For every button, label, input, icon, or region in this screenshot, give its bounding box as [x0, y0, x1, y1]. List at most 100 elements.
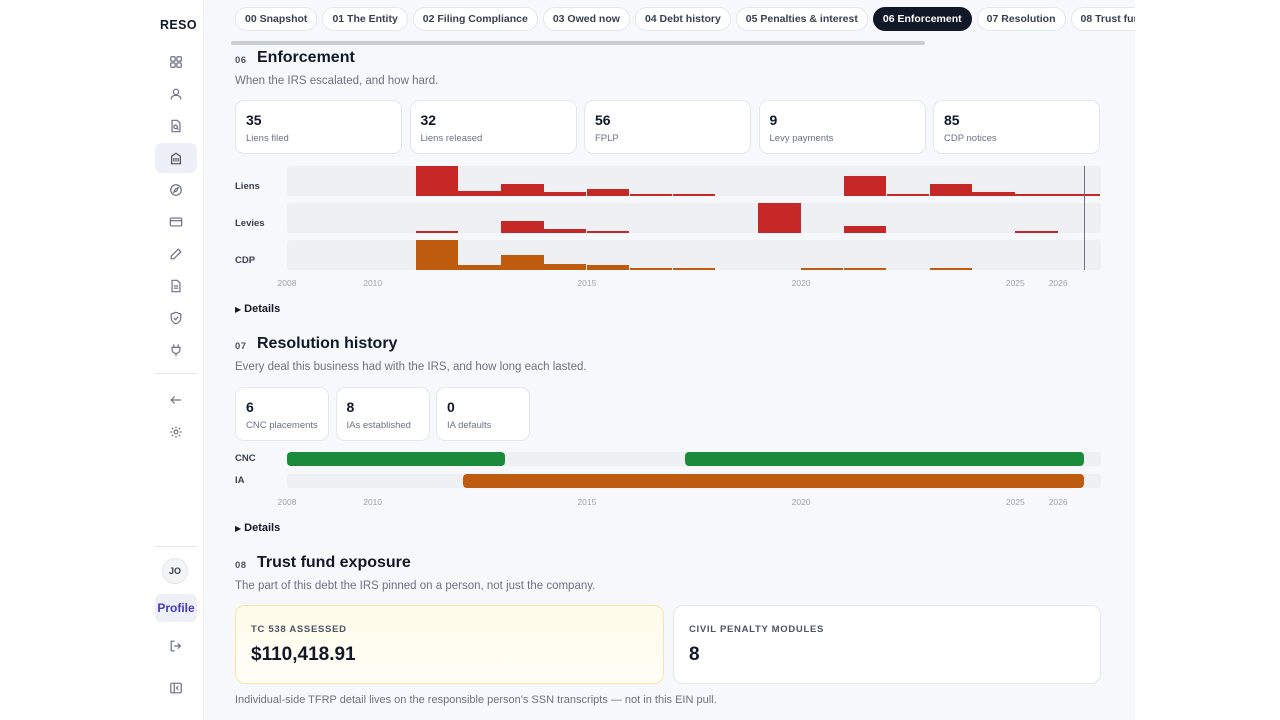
- stat-label: FPLP: [595, 133, 619, 144]
- document-search-icon[interactable]: [155, 111, 197, 141]
- x-tick-label: 2010: [363, 278, 383, 288]
- stat-label: CNC placements: [246, 420, 318, 431]
- resolution-details-toggle[interactable]: ▶ Details: [235, 522, 280, 534]
- bar-liens[interactable]: [415, 166, 458, 196]
- stat-value: 32: [420, 112, 437, 128]
- span-cnc[interactable]: [287, 452, 506, 466]
- bar-cdp[interactable]: [501, 255, 544, 270]
- bar-levies[interactable]: [501, 220, 544, 233]
- bar-cdp[interactable]: [415, 240, 458, 270]
- section-title-trust-fund: Trust fund exposure: [257, 554, 411, 571]
- tab-07-resolution[interactable]: 07 Resolution: [976, 7, 1066, 31]
- tab-06-enforcement[interactable]: 06 Enforcement: [872, 7, 972, 31]
- stat-value: 0: [447, 399, 455, 415]
- pencil-icon[interactable]: [155, 239, 197, 269]
- enforcement-details-toggle[interactable]: ▶ Details: [235, 303, 280, 315]
- bar-cdp[interactable]: [672, 267, 715, 270]
- bar-cdp[interactable]: [929, 267, 972, 270]
- stat-value: 8: [346, 399, 355, 415]
- bar-liens[interactable]: [1015, 193, 1058, 196]
- span-ia[interactable]: [462, 474, 1084, 488]
- bar-levies[interactable]: [1015, 230, 1058, 233]
- x-tick-label: 2026: [1048, 278, 1068, 288]
- stat-card: 32 Liens released: [409, 100, 577, 154]
- footnote: Individual-side TFRP detail lives on the…: [235, 694, 717, 706]
- card-icon[interactable]: [155, 207, 197, 237]
- logout-icon[interactable]: [155, 631, 197, 661]
- shield-icon[interactable]: [155, 303, 197, 333]
- dashboard-icon[interactable]: [155, 47, 197, 77]
- stat-card: 85 CDP notices: [933, 100, 1100, 154]
- sidebar-collapse-icon[interactable]: [155, 673, 197, 703]
- bar-liens[interactable]: [843, 176, 887, 196]
- bar-liens[interactable]: [586, 188, 630, 196]
- card-label: CIVIL PENALTY MODULES: [689, 624, 825, 635]
- bar-levies[interactable]: [758, 203, 801, 233]
- bar-liens[interactable]: [629, 193, 673, 196]
- bar-liens[interactable]: [458, 191, 501, 196]
- x-tick-label: 2008: [277, 278, 297, 288]
- bar-cdp[interactable]: [458, 265, 501, 270]
- bar-levies[interactable]: [415, 230, 458, 233]
- card-value: 8: [689, 644, 700, 665]
- x-tick-label: 2020: [791, 497, 811, 507]
- bar-liens[interactable]: [672, 193, 715, 196]
- tab-05-penalties-interest[interactable]: 05 Penalties & interest: [735, 7, 868, 31]
- tab-03-owed-now[interactable]: 03 Owed now: [542, 7, 630, 31]
- bar-cdp[interactable]: [586, 265, 630, 270]
- bar-levies[interactable]: [843, 225, 887, 233]
- tab-00-snapshot[interactable]: 00 Snapshot: [235, 7, 318, 31]
- brand-logo: RESO: [160, 18, 198, 32]
- bar-levies[interactable]: [586, 230, 630, 233]
- bar-cdp[interactable]: [544, 263, 587, 270]
- tc538-card: TC 538 ASSESSED $110,418.91: [235, 605, 664, 684]
- tab-08-trust-fund[interactable]: 08 Trust fund: [1070, 7, 1135, 31]
- bar-cdp[interactable]: [629, 267, 673, 270]
- bar-levies[interactable]: [544, 229, 587, 233]
- stat-label: Liens filed: [246, 133, 289, 144]
- bar-liens[interactable]: [886, 193, 930, 196]
- bar-liens[interactable]: [501, 183, 544, 196]
- main-content: 00 Snapshot 01 The Entity 02 Filing Compli…: [205, 0, 1135, 720]
- tab-02-filing-compliance[interactable]: 02 Filing Compliance: [412, 7, 538, 31]
- plug-icon[interactable]: [155, 335, 197, 365]
- row-label-cdp: CDP: [235, 255, 256, 266]
- profile-button[interactable]: Profile: [155, 594, 197, 622]
- avatar[interactable]: JO: [162, 558, 188, 584]
- x-tick-label: 2015: [577, 497, 597, 507]
- file-icon[interactable]: [155, 271, 197, 301]
- tab-04-debt-history[interactable]: 04 Debt history: [634, 7, 731, 31]
- stat-card: 35 Liens filed: [235, 100, 402, 154]
- stat-card: 56 FPLP: [584, 100, 751, 154]
- bar-liens[interactable]: [929, 183, 972, 196]
- bar-liens[interactable]: [544, 192, 587, 196]
- section-title-resolution: Resolution history: [257, 335, 398, 352]
- x-tick-label: 2025: [1005, 497, 1025, 507]
- user-icon[interactable]: [155, 79, 197, 109]
- section-number: 06: [235, 55, 247, 66]
- triangle-right-icon: ▶: [235, 524, 242, 533]
- section-subtitle: When the IRS escalated, and how hard.: [235, 75, 439, 87]
- gear-icon[interactable]: [155, 417, 197, 447]
- bar-cdp[interactable]: [801, 267, 844, 270]
- compass-icon[interactable]: [155, 175, 197, 205]
- card-label: TC 538 ASSESSED: [251, 624, 347, 635]
- bar-cdp[interactable]: [843, 267, 887, 270]
- details-label: Details: [244, 303, 281, 315]
- right-gutter: [1135, 0, 1280, 720]
- x-tick-label: 2010: [363, 497, 383, 507]
- stat-label: IAs established: [346, 420, 411, 431]
- building-icon[interactable]: [155, 143, 197, 173]
- x-tick-label: 2015: [577, 278, 597, 288]
- tab-01-the-entity[interactable]: 01 The Entity: [322, 7, 408, 31]
- chart-lane: [287, 240, 1101, 270]
- section-tabs: 00 Snapshot 01 The Entity 02 Filing Compli…: [235, 7, 1135, 31]
- bar-liens[interactable]: [972, 192, 1015, 196]
- card-value: $110,418.91: [251, 644, 356, 665]
- span-cnc[interactable]: [685, 452, 1084, 466]
- tabs-scrollbar[interactable]: [231, 41, 925, 45]
- row-label-liens: Liens: [235, 181, 260, 192]
- bar-liens[interactable]: [1058, 193, 1101, 196]
- arrow-left-icon[interactable]: [155, 385, 197, 415]
- triangle-right-icon: ▶: [235, 305, 242, 314]
